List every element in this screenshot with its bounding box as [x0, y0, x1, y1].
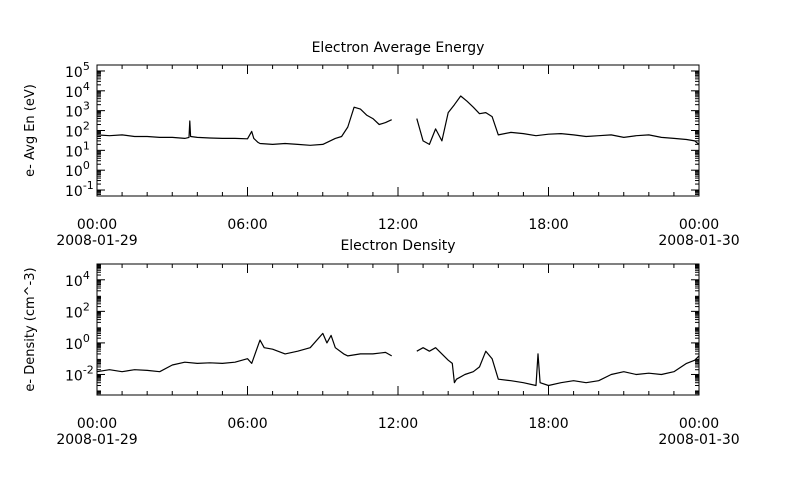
- chart-title: Electron Average Energy: [312, 40, 485, 56]
- y-axis-label: e- Avg En (eV): [23, 84, 38, 177]
- x-tick-date-label: 2008-01-29: [56, 432, 137, 448]
- y-tick-label: 103: [65, 100, 90, 121]
- series-line-1: [96, 95, 700, 146]
- x-tick-label: 06:00: [227, 416, 267, 432]
- x-tick-label: 06:00: [227, 217, 267, 233]
- y-tick-label: 10-2: [65, 363, 94, 384]
- y-tick-label: 10-1: [65, 179, 94, 200]
- x-tick-date-label: 2008-01-30: [658, 432, 739, 448]
- x-tick-label: 00:00: [679, 416, 719, 432]
- y-tick-label: 105: [65, 60, 90, 81]
- y-tick-label: 101: [65, 139, 90, 160]
- y-tick-label: 100: [65, 332, 90, 353]
- x-tick-date-label: 2008-01-29: [56, 233, 137, 249]
- chart-title: Electron Density: [340, 238, 455, 254]
- y-axis-label: e- Density (cm^-3): [23, 267, 38, 391]
- series-line-1: [96, 332, 700, 387]
- chart-panel-2: Electron Density e- Density (cm^-3) 10-2 10…: [23, 238, 740, 448]
- y-tick-label: 102: [65, 120, 90, 141]
- x-tick-label: 12:00: [378, 217, 418, 233]
- x-tick-label: 00:00: [77, 416, 117, 432]
- y-tick-label: 102: [65, 300, 90, 321]
- y-tick-label: 100: [65, 159, 90, 180]
- x-tick-date-label: 2008-01-30: [658, 233, 739, 249]
- x-tick-label: 00:00: [679, 217, 719, 233]
- x-tick-label: 12:00: [378, 416, 418, 432]
- x-tick-label: 18:00: [528, 416, 568, 432]
- x-tick-label: 00:00: [77, 217, 117, 233]
- plot-area: [96, 64, 700, 197]
- y-tick-label: 104: [65, 269, 90, 290]
- x-tick-label: 18:00: [528, 217, 568, 233]
- chart-panel-1: Electron Average Energy e- Avg En (eV) 10-…: [23, 40, 740, 249]
- y-tick-label: 104: [65, 80, 90, 101]
